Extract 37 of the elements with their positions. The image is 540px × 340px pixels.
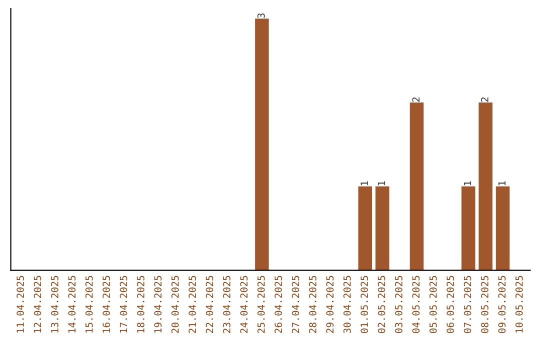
x-tick-label: 25.04.2025 <box>257 276 265 333</box>
data-label: 2 <box>481 97 488 102</box>
x-tick-label: 15.04.2025 <box>85 276 93 333</box>
x-tick-label: 06.05.2025 <box>446 276 454 334</box>
x-tick-label: 22.04.2025 <box>206 276 214 333</box>
x-tick-label: 13.04.2025 <box>51 276 58 333</box>
x-tick-label: 24.04.2025 <box>240 276 248 333</box>
x-tick-label: 03.05.2025 <box>395 276 402 334</box>
x-tick-label: 29.04.2025 <box>326 276 334 333</box>
x-tick-label: 20.04.2025 <box>171 276 179 333</box>
x-tick-label: 27.04.2025 <box>292 276 300 333</box>
data-label: 3 <box>257 13 265 18</box>
data-label: 1 <box>360 181 368 186</box>
x-tick-label: 21.04.2025 <box>188 276 196 333</box>
data-label: 2 <box>412 97 420 102</box>
data-label: 1 <box>378 181 386 186</box>
x-tick-label: 04.05.2025 <box>412 276 420 334</box>
x-tick-label: 08.05.2025 <box>481 276 488 334</box>
x-tick-label: 14.04.2025 <box>68 276 76 333</box>
x-tick-label: 05.05.2025 <box>429 276 437 334</box>
x-tick-label: 12.04.2025 <box>34 276 42 333</box>
x-tick-label: 10.05.2025 <box>515 276 523 333</box>
x-tick-label: 09.05.2025 <box>498 276 506 334</box>
x-tick-label: 19.04.2025 <box>154 276 162 333</box>
x-tick-label: 17.04.2025 <box>120 276 128 333</box>
x-tick-label: 16.04.2025 <box>102 276 110 333</box>
data-label: 1 <box>464 181 472 186</box>
x-tick-label: 30.04.2025 <box>343 276 351 334</box>
x-tick-label: 18.04.2025 <box>137 276 144 333</box>
x-tick-label: 28.04.2025 <box>309 276 316 333</box>
x-tick-label: 23.04.2025 <box>223 276 230 333</box>
x-tick-label: 02.05.2025 <box>378 276 386 334</box>
data-label: 1 <box>498 181 506 186</box>
x-tick-label: 11.04.2025 <box>16 276 24 333</box>
x-tick-label: 07.05.2025 <box>464 276 472 334</box>
x-tick-label: 01.05.2025 <box>360 276 368 334</box>
x-tick-label: 26.04.2025 <box>274 276 282 333</box>
